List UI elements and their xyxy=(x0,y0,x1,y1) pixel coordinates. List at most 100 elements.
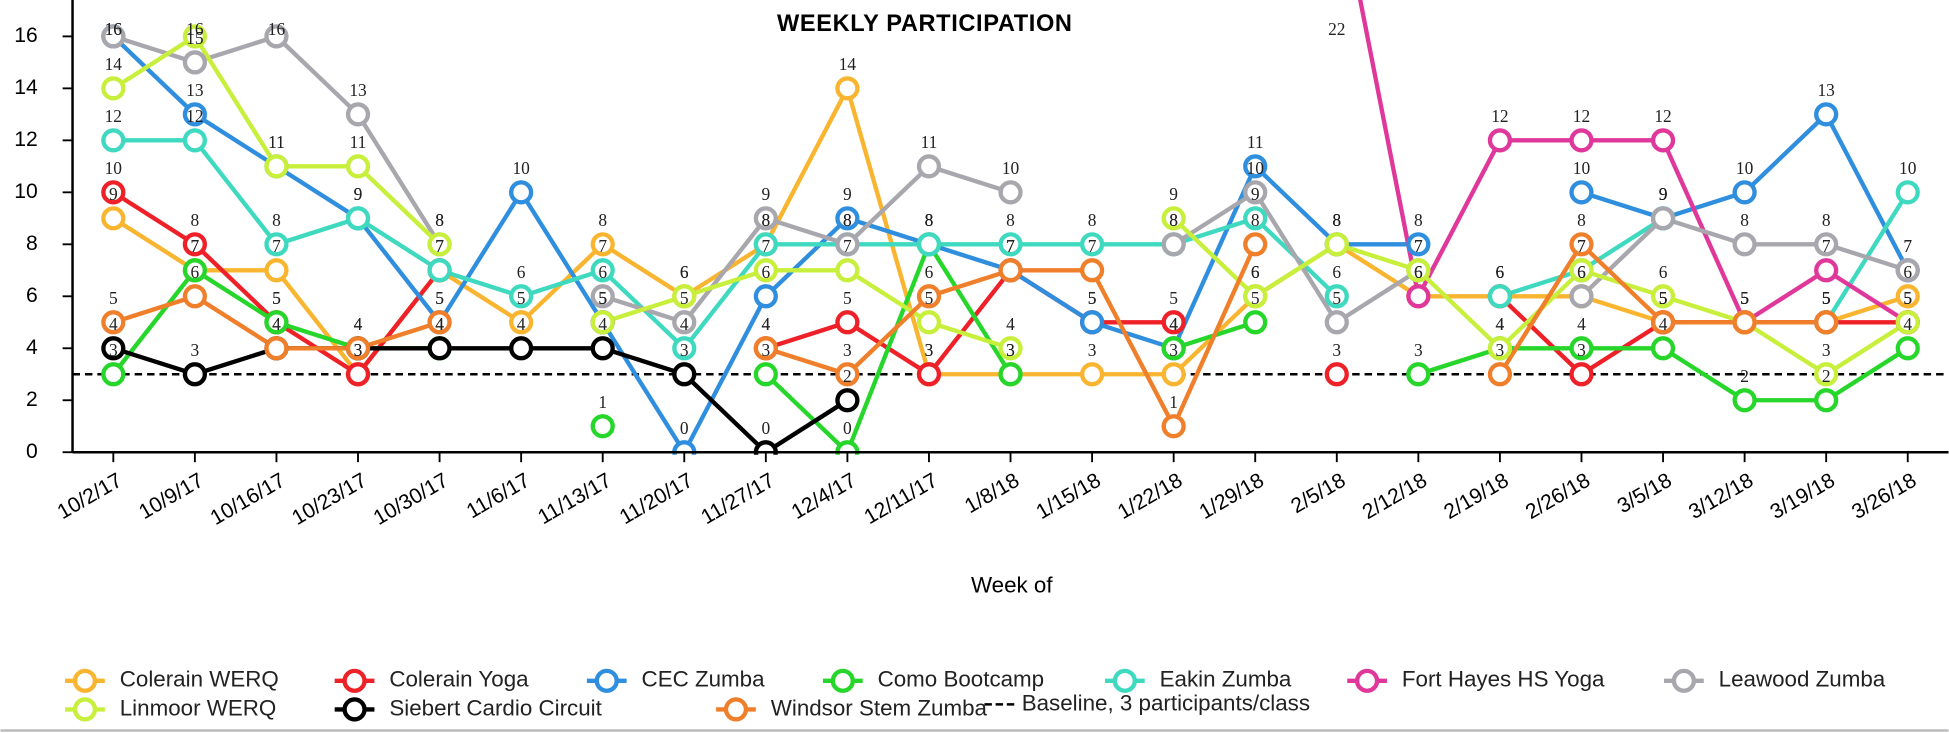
legend-label: Linmoor WERQ xyxy=(120,695,277,720)
legend-swatch xyxy=(72,697,98,722)
point xyxy=(1569,128,1594,153)
value-label: 7 xyxy=(1006,237,1015,256)
legend-label: Colerain Yoga xyxy=(389,667,529,692)
value-label: 4 xyxy=(354,315,363,334)
point xyxy=(1650,206,1676,231)
value-label: 6 xyxy=(1414,263,1423,282)
point xyxy=(672,336,697,361)
point xyxy=(101,24,126,49)
value-label: 6 xyxy=(191,263,200,282)
point xyxy=(590,284,615,309)
point xyxy=(998,258,1023,283)
value-label: 0 xyxy=(761,419,770,438)
value-label: 5 xyxy=(1740,289,1749,308)
value-label: 14 xyxy=(105,55,123,74)
point xyxy=(1161,310,1186,335)
point xyxy=(1569,336,1594,361)
y-tick-label: 12 xyxy=(14,128,37,151)
point xyxy=(916,232,942,257)
point xyxy=(590,258,615,283)
point xyxy=(101,128,126,153)
value-label: 7 xyxy=(843,237,852,256)
value-label: 4 xyxy=(272,315,281,334)
value-label: 9 xyxy=(1659,185,1668,204)
point xyxy=(264,310,289,335)
value-label: 9 xyxy=(109,185,118,204)
point xyxy=(509,180,534,205)
series-line xyxy=(113,138,1339,352)
value-label: 8 xyxy=(1577,211,1586,230)
y-tick-label: 16 xyxy=(14,24,37,47)
value-label: 8 xyxy=(1169,211,1178,230)
value-label: 12 xyxy=(1573,107,1590,126)
legend-label: Baseline, 3 participants/class xyxy=(1022,690,1310,715)
value-label: 9 xyxy=(1659,185,1668,204)
value-label: 16 xyxy=(186,20,204,39)
value-label: 8 xyxy=(598,211,607,230)
value-label: 8 xyxy=(761,211,770,230)
value-label: 8 xyxy=(1169,211,1178,230)
value-label: 4 xyxy=(680,315,689,334)
value-label: 5 xyxy=(272,289,281,308)
value-label: 8 xyxy=(191,211,200,230)
value-label: 16 xyxy=(268,20,286,39)
value-label: 7 xyxy=(1577,237,1586,256)
value-label: 4 xyxy=(354,315,363,334)
point xyxy=(1406,362,1431,387)
point xyxy=(916,310,942,335)
legend-label: Fort Hayes HS Yoga xyxy=(1402,667,1605,692)
legend-label: Como Bootcamp xyxy=(878,667,1045,692)
value-label: 6 xyxy=(598,263,607,282)
value-label: 6 xyxy=(680,263,689,282)
point xyxy=(1243,206,1268,231)
series-line xyxy=(1358,0,1909,326)
point xyxy=(1079,310,1105,335)
value-label: 8 xyxy=(1414,211,1423,230)
value-label: 4 xyxy=(1659,315,1668,334)
value-label: 8 xyxy=(1006,211,1015,230)
point xyxy=(345,362,371,387)
value-label: 5 xyxy=(1251,289,1260,308)
point xyxy=(1487,284,1513,309)
value-label: 4 xyxy=(1169,315,1178,334)
value-label: 4 xyxy=(109,315,118,334)
point xyxy=(1487,362,1513,387)
chart-title: WEEKLY PARTICIPATION xyxy=(777,11,1073,37)
value-label: 3 xyxy=(1088,341,1097,360)
value-label: 1 xyxy=(1169,393,1178,412)
point xyxy=(1569,232,1594,257)
value-label: 3 xyxy=(680,341,689,360)
value-label: 4 xyxy=(1169,315,1178,334)
value-label: 3 xyxy=(109,341,118,360)
series-line xyxy=(765,267,1174,378)
value-label: 4 xyxy=(1577,315,1586,334)
legend-label: Eakin Zumba xyxy=(1160,667,1292,692)
legend-label: Windsor Stem Zumba xyxy=(771,695,988,720)
value-label: 16 xyxy=(105,20,123,39)
y-tick-label: 8 xyxy=(26,232,38,255)
value-label: 5 xyxy=(1169,289,1178,308)
point xyxy=(590,310,615,335)
value-label: 3 xyxy=(1006,341,1015,360)
y-tick-label: 14 xyxy=(14,76,38,99)
value-label: 10 xyxy=(1002,159,1020,178)
point xyxy=(1324,284,1349,309)
point xyxy=(182,362,207,387)
point xyxy=(1895,180,1920,205)
point xyxy=(101,362,126,387)
y-tick-label: 10 xyxy=(14,180,37,203)
value-label: 7 xyxy=(435,237,444,256)
point xyxy=(753,362,778,387)
value-label: 5 xyxy=(1332,289,1341,308)
value-label: 5 xyxy=(680,289,689,308)
point xyxy=(1569,258,1594,283)
value-label: 5 xyxy=(1659,289,1668,308)
value-label: 8 xyxy=(925,211,934,230)
value-label: 3 xyxy=(1822,341,1831,360)
value-label: 5 xyxy=(109,289,118,308)
value-label: 15 xyxy=(186,29,204,48)
point xyxy=(916,362,942,387)
point xyxy=(1243,180,1268,205)
point xyxy=(1895,336,1920,361)
